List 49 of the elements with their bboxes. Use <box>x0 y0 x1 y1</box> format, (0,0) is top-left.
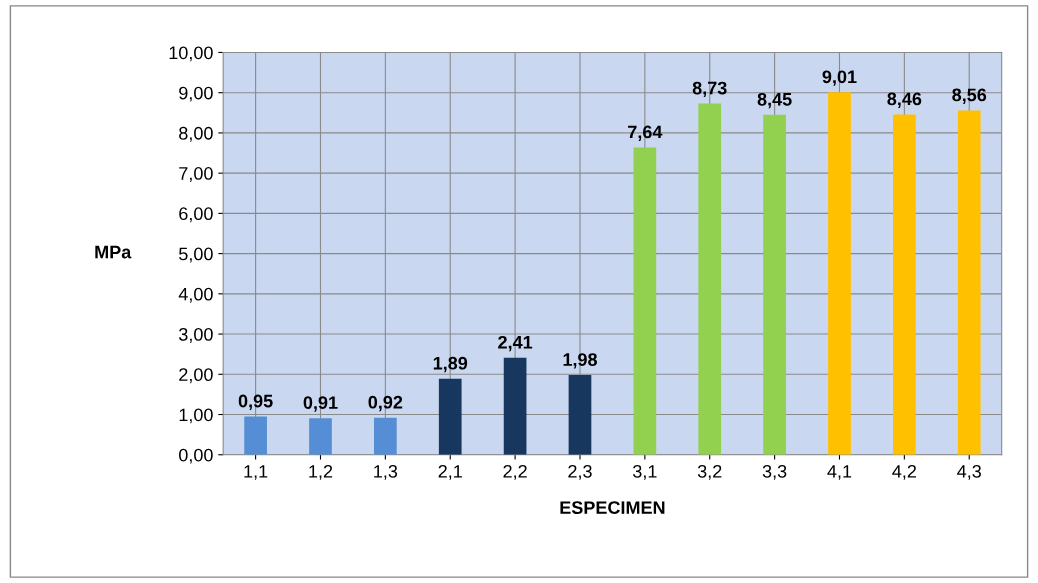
x-tick-label: 4,3 <box>957 464 981 480</box>
y-tick-label: 7,00 <box>179 167 213 182</box>
data-label: 0,92 <box>368 395 403 412</box>
bar <box>698 103 722 455</box>
x-axis-title: ESPECIMEN <box>560 501 665 514</box>
data-label: 7,64 <box>628 125 663 141</box>
y-tick-label: 2,00 <box>179 368 213 384</box>
y-axis-title: MPa <box>95 245 132 259</box>
data-label: 8,73 <box>692 81 727 98</box>
x-tick-label: 2,3 <box>568 464 592 480</box>
y-tick-label: 6,00 <box>179 207 213 223</box>
bar <box>763 114 786 455</box>
x-tick-label: 3,1 <box>633 464 657 480</box>
x-tick-label: 1,1 <box>244 465 268 480</box>
data-label: 9,01 <box>822 70 857 86</box>
bar <box>957 110 981 455</box>
y-tick-label: 0,00 <box>179 448 213 464</box>
y-tick-label: 4,00 <box>178 287 213 303</box>
y-tick-label: 10,00 <box>169 46 213 62</box>
bar <box>244 416 267 455</box>
x-tick-label: 1,3 <box>374 464 398 480</box>
bar <box>503 357 527 455</box>
data-label: 2,41 <box>498 335 533 352</box>
x-tick-label: 4,2 <box>892 464 916 480</box>
bar <box>374 417 397 455</box>
y-tick-label: 3,00 <box>179 327 213 343</box>
y-tick-label: 1,00 <box>179 408 213 424</box>
y-tick-label: 5,00 <box>179 247 213 263</box>
x-tick-label: 3,3 <box>762 464 787 480</box>
x-tick-label: 1,2 <box>309 464 333 480</box>
y-tick-label: 8,00 <box>179 126 213 142</box>
bar <box>893 114 916 455</box>
data-label: 8,56 <box>952 88 987 104</box>
x-tick-label: 2,1 <box>438 464 462 480</box>
bar <box>633 147 657 455</box>
x-tick-label: 3,2 <box>697 464 722 480</box>
data-label: 1,89 <box>433 356 468 373</box>
data-label: 8,46 <box>887 92 922 108</box>
x-tick-label: 2,2 <box>503 464 527 480</box>
x-tick-label: 4,1 <box>827 465 852 480</box>
bar <box>438 378 462 455</box>
y-tick-label: 9,00 <box>179 86 213 102</box>
data-label: 0,95 <box>238 394 273 411</box>
data-label: 0,91 <box>303 396 338 412</box>
bar <box>828 92 851 455</box>
bar <box>568 375 592 455</box>
bar <box>309 418 332 455</box>
data-label: 1,98 <box>563 353 597 369</box>
data-label: 8,45 <box>757 92 792 109</box>
